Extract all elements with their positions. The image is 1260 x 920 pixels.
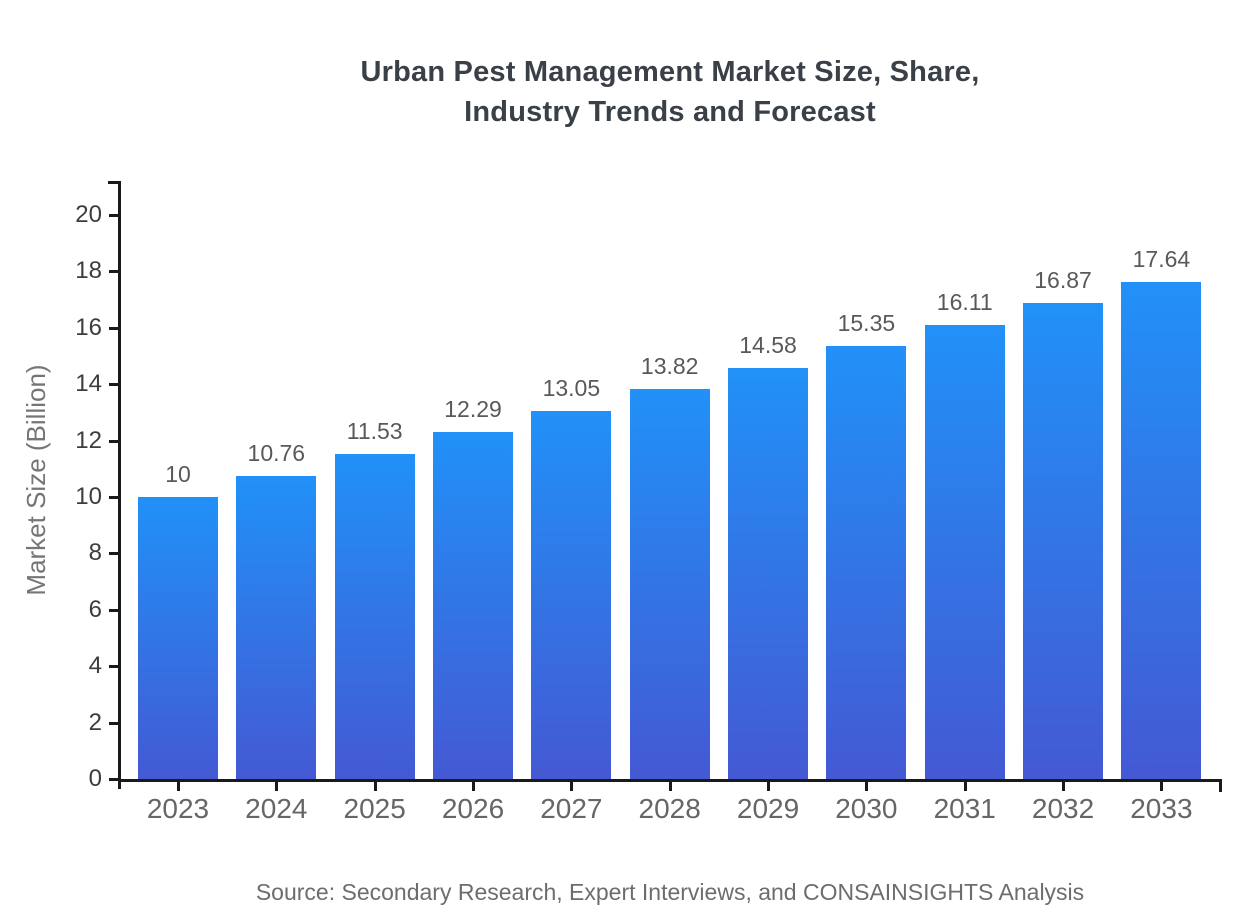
y-tick-label: 2: [88, 708, 102, 736]
x-tick-label: 2030: [835, 793, 898, 824]
x-tick-label: 2023: [146, 793, 210, 824]
y-tick-label: 16: [75, 313, 102, 341]
bar-2031: [924, 325, 1005, 779]
y-tick-mark: [109, 270, 119, 274]
bar-2033: [1121, 282, 1202, 779]
bar-value-label: 10: [165, 461, 191, 487]
x-tick-mark: [373, 782, 377, 791]
x-tick-label: 2027: [540, 793, 603, 824]
chart-title: Urban Pest Management Market Size, Share…: [110, 52, 1230, 132]
x-tick-label: 2026: [441, 793, 505, 824]
bar-value-label: 16.11: [936, 289, 993, 315]
x-tick-label: 2032: [1031, 793, 1095, 824]
x-tick-label: 2024: [245, 793, 308, 824]
y-tick-label: 12: [75, 426, 102, 454]
bar-2032: [1023, 303, 1104, 779]
x-tick-mark: [767, 782, 771, 791]
y-tick-label: 14: [75, 370, 102, 398]
y-tick-mark: [109, 439, 119, 443]
bar-2026: [433, 432, 514, 779]
x-tick-label: 2029: [736, 793, 800, 824]
y-tick-label: 18: [75, 257, 102, 285]
bar-2025: [334, 454, 415, 779]
y-axis-end-cap: [108, 181, 121, 184]
bar-value-label: 14.58: [739, 332, 797, 358]
y-tick-mark: [109, 552, 119, 556]
bar-value-label: 13.82: [640, 353, 699, 379]
x-tick-label: 2033: [1130, 793, 1193, 824]
x-axis-end-cap: [1219, 779, 1222, 792]
source-note: Source: Secondary Research, Expert Inter…: [255, 879, 1085, 905]
chart-title-line-1: Urban Pest Management Market Size, Share…: [360, 56, 980, 88]
x-tick-label: 2025: [343, 793, 406, 824]
x-tick-mark: [472, 782, 476, 791]
y-tick-mark: [109, 608, 119, 612]
y-tick-mark: [109, 778, 119, 781]
bar-2028: [629, 389, 710, 779]
y-tick-label: 6: [88, 595, 102, 623]
x-tick-mark: [1160, 782, 1164, 791]
bar-2024: [236, 476, 317, 779]
y-tick-label: 10: [75, 483, 102, 510]
chart-title-line-2: Industry Trends and Forecast: [464, 96, 876, 128]
x-tick-mark: [668, 782, 672, 791]
x-tick-label: 2031: [933, 793, 996, 824]
bar-2023: [138, 497, 218, 779]
bar-value-label: 12.29: [444, 396, 502, 422]
bar-value-label: 10.76: [247, 440, 306, 466]
x-tick-mark: [1062, 782, 1066, 791]
y-tick-mark: [109, 665, 119, 669]
x-tick-mark: [963, 782, 967, 791]
x-axis-line: [118, 779, 1222, 782]
bar-value-label: 11.53: [346, 418, 403, 444]
bar-2029: [728, 368, 809, 779]
x-tick-mark: [865, 782, 869, 791]
y-tick-label: 8: [88, 539, 102, 567]
y-tick-mark: [109, 383, 119, 387]
y-tick-mark: [109, 721, 119, 725]
x-tick-mark: [570, 782, 574, 791]
bar-value-label: 17.64: [1132, 246, 1191, 272]
y-tick-mark: [109, 496, 119, 499]
x-tick-label: 2028: [638, 793, 701, 824]
x-tick-mark: [177, 782, 180, 791]
y-tick-mark: [109, 214, 119, 217]
bar-value-label: 15.35: [837, 310, 896, 336]
bar-value-label: 16.87: [1034, 267, 1092, 293]
y-tick-label: 4: [88, 652, 102, 680]
bar-value-label: 13.05: [542, 375, 601, 401]
y-tick-mark: [109, 326, 119, 330]
y-tick-label: 20: [75, 201, 102, 228]
y-axis-line: [118, 181, 121, 789]
bar-2027: [531, 411, 612, 779]
bar-2030: [826, 346, 907, 779]
y-tick-label: 0: [88, 765, 102, 792]
x-tick-mark: [275, 782, 279, 791]
